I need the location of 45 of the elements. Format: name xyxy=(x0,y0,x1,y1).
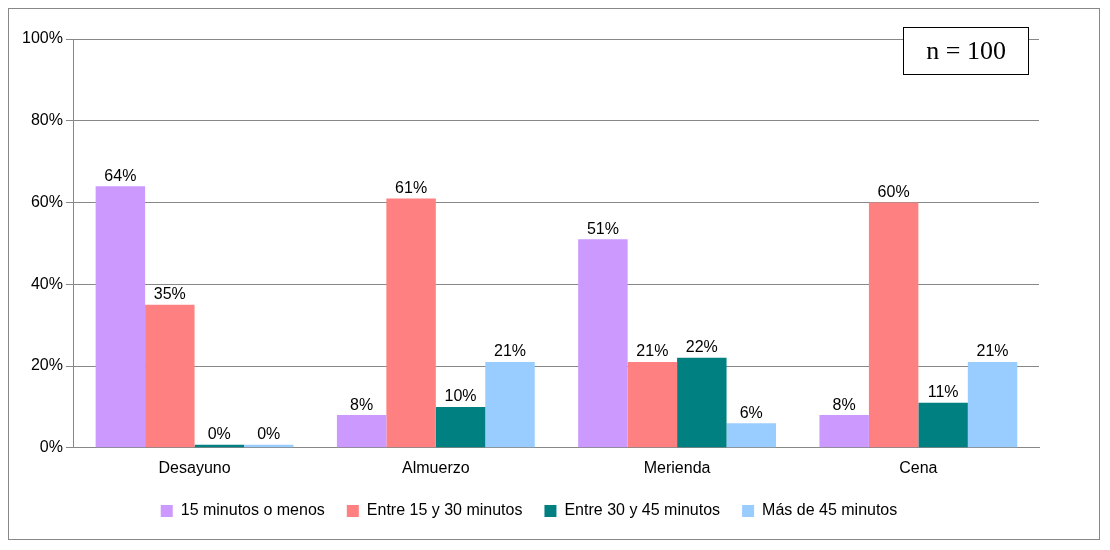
bar xyxy=(677,357,727,448)
bar xyxy=(435,406,486,448)
data-label: 51% xyxy=(586,219,619,237)
data-label: 10% xyxy=(444,387,477,405)
x-tick-label: Cena xyxy=(899,458,938,476)
legend-label: Entre 15 y 30 minutos xyxy=(366,501,523,519)
data-label: 22% xyxy=(685,338,718,356)
data-label: 8% xyxy=(832,395,856,413)
data-label: 60% xyxy=(877,182,910,200)
bar xyxy=(918,402,968,448)
x-tick-label: Desayuno xyxy=(158,458,231,476)
y-tick-label: 80% xyxy=(30,111,63,129)
data-label: 21% xyxy=(494,342,527,360)
bar xyxy=(336,415,387,448)
bar xyxy=(578,239,628,448)
legend-label: Entre 30 y 45 minutos xyxy=(564,501,721,519)
data-label: 0% xyxy=(207,425,231,443)
bar xyxy=(95,186,146,448)
bar xyxy=(386,198,436,448)
x-tick-label: Merienda xyxy=(643,458,711,476)
legend-label: Más de 45 minutos xyxy=(762,501,898,519)
data-label: 11% xyxy=(927,383,959,401)
data-label: 6% xyxy=(739,403,763,421)
bar xyxy=(726,423,777,448)
data-label: 64% xyxy=(104,166,137,184)
x-tick-label: Almuerzo xyxy=(402,458,470,476)
bar xyxy=(819,415,869,448)
bar xyxy=(485,361,535,448)
data-label: 61% xyxy=(395,178,428,196)
legend-label: 15 minutos o menos xyxy=(180,501,325,519)
y-tick-label: 20% xyxy=(30,356,63,374)
annotation: n = 100 xyxy=(903,27,1029,75)
y-tick-label: 100% xyxy=(22,29,63,47)
bar xyxy=(967,361,1018,448)
bar xyxy=(145,304,195,448)
data-label: 0% xyxy=(257,425,281,443)
data-label: 21% xyxy=(636,342,669,360)
bar xyxy=(868,202,919,448)
data-label: 35% xyxy=(153,285,186,303)
bar xyxy=(627,361,678,448)
data-label: 21% xyxy=(976,342,1009,360)
y-tick-label: 0% xyxy=(39,438,63,456)
y-tick-label: 40% xyxy=(30,274,63,292)
y-tick-label: 60% xyxy=(30,192,63,210)
data-label: 8% xyxy=(350,395,374,413)
